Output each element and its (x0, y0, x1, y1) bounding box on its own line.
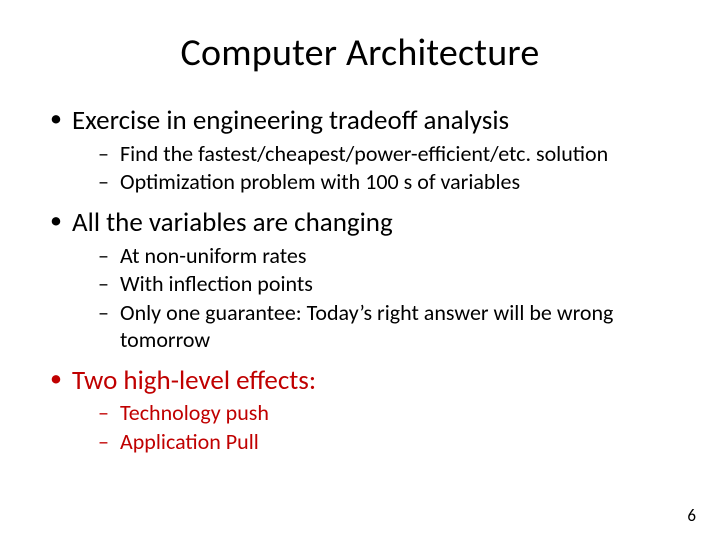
bullet-list: Exercise in engineering tradeoff analysi… (40, 104, 680, 455)
sub-text: Optimization problem with 100 s of varia… (120, 168, 520, 195)
bullet-item: Exercise in engineering tradeoff analysi… (40, 104, 680, 196)
bullet-text: All the variables are changing (72, 206, 393, 239)
sub-item: Only one guarantee: Today’s right answer… (72, 299, 680, 354)
sub-list: Technology push Application Pull (72, 399, 680, 455)
sub-list: At non-uniform rates With inflection poi… (72, 242, 680, 354)
sub-item: With inflection points (72, 270, 680, 298)
sub-text: With inflection points (120, 270, 313, 297)
page-number: 6 (687, 505, 696, 526)
bullet-text: Exercise in engineering tradeoff analysi… (72, 104, 509, 137)
bullet-item: Two high-level effects: Technology push … (40, 364, 680, 456)
sub-list: Find the fastest/cheapest/power-efficien… (72, 140, 680, 196)
sub-item: At non-uniform rates (72, 242, 680, 270)
bullet-text: Two high-level effects: (72, 364, 316, 397)
slide-title: Computer Architecture (40, 30, 680, 76)
sub-text: At non-uniform rates (120, 242, 306, 269)
sub-text: Only one guarantee: Today’s right answer… (120, 299, 613, 354)
sub-item: Find the fastest/cheapest/power-efficien… (72, 140, 680, 168)
sub-item: Application Pull (72, 428, 680, 456)
sub-text: Application Pull (120, 428, 259, 455)
sub-text: Technology push (120, 399, 269, 426)
sub-item: Optimization problem with 100 s of varia… (72, 168, 680, 196)
bullet-item: All the variables are changing At non-un… (40, 206, 680, 354)
sub-text: Find the fastest/cheapest/power-efficien… (120, 140, 608, 167)
slide: Computer Architecture Exercise in engine… (0, 0, 720, 540)
sub-item: Technology push (72, 399, 680, 427)
